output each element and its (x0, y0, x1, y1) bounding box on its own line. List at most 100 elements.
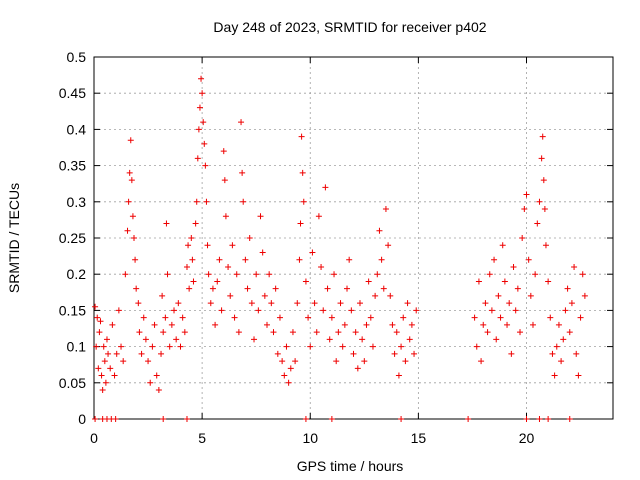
data-point (318, 263, 325, 270)
axis-ticks: 0 0.05 0.1 0.15 0.2 0.25 0.3 0.35 0.4 0.45 0.5 0 5 10… (59, 49, 613, 446)
data-point (382, 206, 389, 213)
data-point (235, 329, 242, 336)
data-point (328, 314, 335, 321)
data-point (534, 220, 541, 227)
data-point (200, 119, 207, 126)
y-tick-label: 0 (78, 411, 86, 427)
data-point (484, 329, 491, 336)
data-point (190, 278, 197, 285)
data-point (173, 336, 180, 343)
data-point (398, 416, 405, 422)
data-point (344, 285, 351, 292)
data-point (124, 227, 131, 234)
data-point (471, 314, 478, 321)
data-point (517, 329, 524, 336)
y-tick-label: 0.35 (59, 158, 86, 174)
data-point (214, 278, 221, 285)
data-point (404, 300, 411, 307)
data-point (558, 358, 565, 365)
data-point (302, 278, 309, 285)
data-point (193, 198, 200, 205)
data-point (221, 177, 228, 184)
data-point (555, 321, 562, 328)
data-point (497, 314, 504, 321)
data-point (198, 75, 205, 82)
data-point (95, 365, 102, 372)
data-point (160, 416, 167, 422)
data-point (506, 300, 513, 307)
data-point (153, 372, 160, 379)
data-point (268, 300, 275, 307)
data-point (248, 300, 255, 307)
data-point (186, 285, 193, 292)
data-point (127, 137, 134, 144)
data-point (138, 350, 145, 357)
data-point (185, 242, 192, 249)
data-point (527, 292, 534, 299)
data-point (540, 177, 547, 184)
data-point (538, 155, 545, 162)
data-point (532, 271, 539, 278)
chart-title: Day 248 of 2023, SRMTID for receiver p40… (213, 19, 486, 35)
data-point (473, 343, 480, 350)
data-point (508, 350, 515, 357)
data-point (164, 271, 171, 278)
data-point (96, 329, 103, 336)
data-point (539, 133, 546, 140)
data-point (566, 329, 573, 336)
data-point (189, 256, 196, 263)
data-point (102, 379, 109, 386)
data-point (92, 416, 99, 422)
data-point (315, 213, 322, 220)
data-point (272, 285, 279, 292)
data-point (486, 271, 493, 278)
data-point (266, 271, 273, 278)
data-point (163, 220, 170, 227)
data-point (566, 416, 573, 422)
data-point (160, 329, 167, 336)
data-point (385, 242, 392, 249)
data-point (251, 336, 258, 343)
data-point (523, 191, 530, 198)
data-point (162, 314, 169, 321)
data-point (398, 343, 405, 350)
data-point (270, 329, 277, 336)
data-point (352, 329, 359, 336)
data-point (274, 350, 281, 357)
data-point (504, 321, 511, 328)
data-point (279, 358, 286, 365)
data-point (402, 358, 409, 365)
y-tick-label: 0.5 (67, 49, 87, 65)
data-point (192, 220, 199, 227)
data-point (216, 256, 223, 263)
data-point (289, 329, 296, 336)
data-point (350, 350, 357, 357)
data-point (307, 343, 314, 350)
data-point (564, 285, 571, 292)
data-point (125, 198, 132, 205)
data-point (536, 416, 543, 422)
data-point (147, 379, 154, 386)
data-point (499, 242, 506, 249)
data-point (300, 198, 307, 205)
data-point (201, 140, 208, 147)
data-point (302, 416, 309, 422)
data-point (183, 263, 190, 270)
data-point (253, 271, 260, 278)
data-point (229, 242, 236, 249)
data-point (333, 358, 340, 365)
data-point (337, 300, 344, 307)
data-point (205, 271, 212, 278)
data-point (240, 198, 247, 205)
data-point (218, 307, 225, 314)
data-point (562, 307, 569, 314)
data-point (519, 235, 526, 241)
data-point (406, 336, 413, 343)
data-point (105, 350, 112, 357)
y-tick-label: 0.15 (59, 302, 86, 318)
data-point (118, 343, 125, 350)
x-tick-label: 20 (519, 430, 535, 446)
data-point (145, 358, 152, 365)
data-point (283, 343, 290, 350)
